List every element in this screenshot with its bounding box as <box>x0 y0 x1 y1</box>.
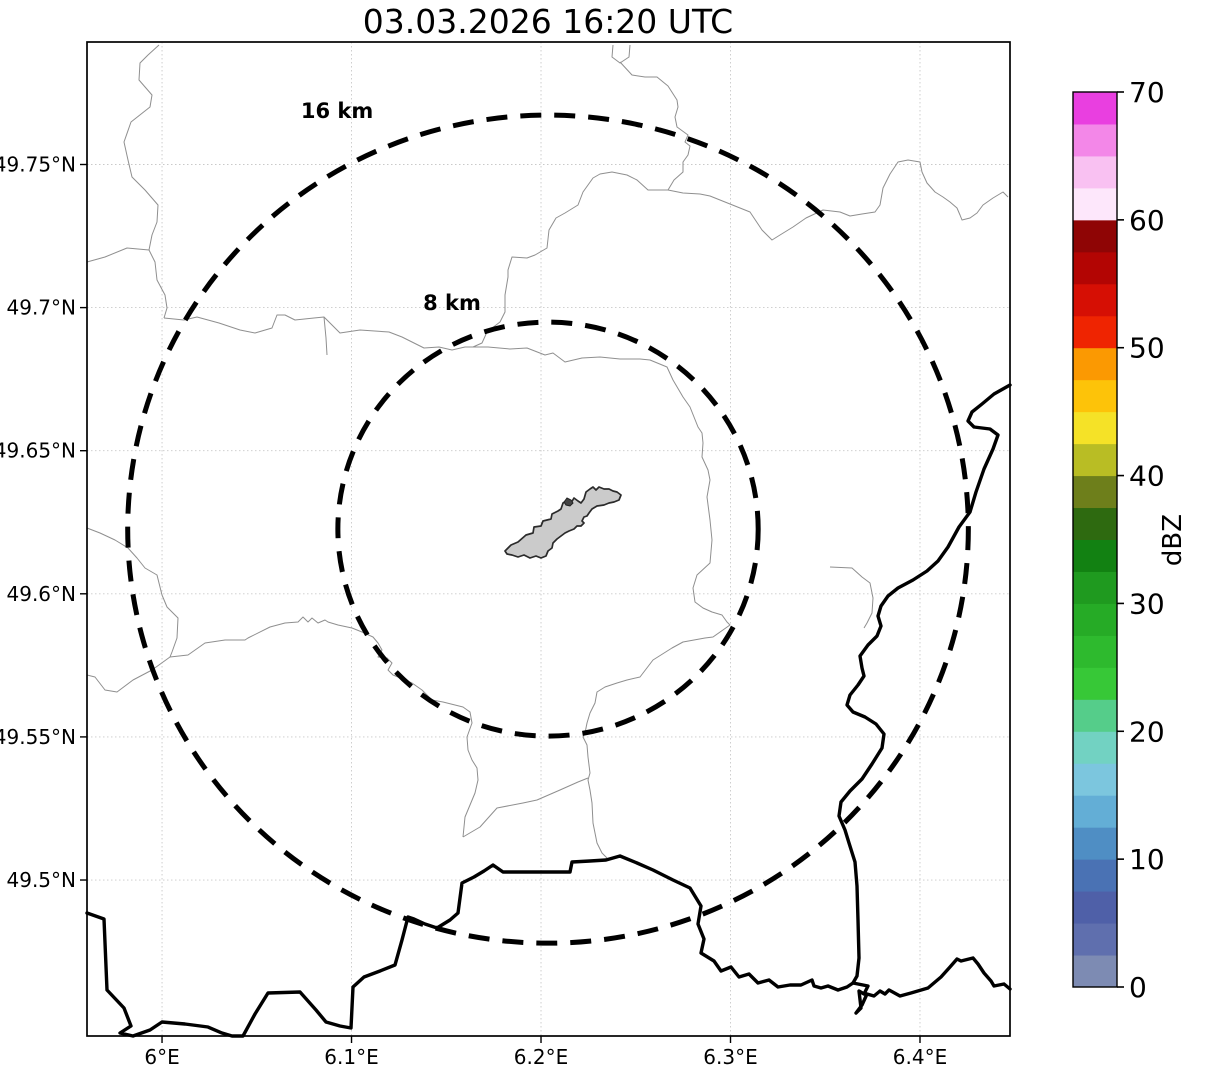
map-gridlines <box>87 42 1010 1036</box>
colorbar-segment <box>1073 891 1117 924</box>
x-tick-label: 6°E <box>144 1045 179 1069</box>
admin-boundary-line <box>462 777 589 838</box>
range-rings: 16 km 8 km <box>125 99 971 946</box>
x-tick-label: 6.2°E <box>514 1045 568 1069</box>
colorbar-segment <box>1073 699 1117 732</box>
colorbar-segment <box>1073 123 1117 157</box>
admin-boundary-line <box>86 527 479 838</box>
colorbar-segment <box>1073 315 1117 349</box>
colorbar-segment <box>1073 283 1117 317</box>
country-border-line <box>85 854 855 1038</box>
colorbar-segment <box>1073 571 1117 604</box>
y-tick-label: 49.6°N <box>7 582 77 606</box>
colorbar-segment <box>1073 443 1117 477</box>
colorbar-segment <box>1073 763 1117 796</box>
admin-boundary-line <box>123 44 168 319</box>
admin-boundary-line <box>86 247 150 263</box>
y-tick-label: 49.7°N <box>7 296 77 320</box>
map-frame <box>86 41 1011 1037</box>
colorbar-tick-label: 60 <box>1129 204 1165 237</box>
colorbar-segment <box>1073 859 1117 892</box>
colorbar-tick-label: 0 <box>1129 971 1147 1004</box>
y-tick-label: 49.65°N <box>0 439 76 463</box>
colorbar-segment <box>1073 251 1117 285</box>
admin-boundary-line <box>163 314 731 859</box>
range-ring-label: 8 km <box>423 291 481 315</box>
colorbar-segment <box>1073 507 1117 540</box>
colorbar-tick-label: 50 <box>1129 332 1165 365</box>
admin-boundary-line <box>86 656 171 693</box>
colorbar-frame <box>1072 91 1118 988</box>
colorbar-segment <box>1073 827 1117 860</box>
admin-boundaries <box>86 44 1009 859</box>
colorbar-segment <box>1073 475 1117 509</box>
plot-title: 03.03.2026 16:20 UTC <box>363 2 733 41</box>
colorbar-segment <box>1073 795 1117 828</box>
colorbar-segment <box>1073 731 1117 764</box>
colorbar <box>1073 92 1117 988</box>
colorbar-segment <box>1073 155 1117 189</box>
urban-area-inner-spot <box>563 497 574 507</box>
y-tick-label: 49.55°N <box>0 725 76 749</box>
colorbar-tick-label: 40 <box>1129 460 1165 493</box>
urban-area-shape <box>504 486 622 559</box>
colorbar-segment <box>1073 923 1117 956</box>
colorbar-segment <box>1073 955 1117 988</box>
range-ring <box>125 112 971 946</box>
x-tick-label: 6.3°E <box>703 1045 757 1069</box>
axis-tick-labels: 6°E 6.1°E 6.2°E 6.3°E 6.4°E 49.75°N 49.7°N 49.6… <box>0 152 947 1069</box>
y-tick-label: 49.75°N <box>0 152 76 176</box>
colorbar-segment <box>1073 667 1117 700</box>
x-tick-label: 6.4°E <box>893 1045 947 1069</box>
colorbar-tick-label: 20 <box>1129 715 1165 748</box>
colorbar-segment <box>1073 187 1117 221</box>
colorbar-segment <box>1073 539 1117 572</box>
colorbar-tick-label: 10 <box>1129 843 1165 876</box>
range-ring-label: 16 km <box>301 99 373 123</box>
axis-ticks <box>80 163 921 1043</box>
country-borders <box>85 383 1012 1038</box>
admin-boundary-line <box>829 566 874 629</box>
colorbar-tick-label: 70 <box>1129 76 1165 109</box>
colorbar-segment <box>1073 379 1117 413</box>
colorbar-segment <box>1073 347 1117 381</box>
range-ring <box>335 319 761 739</box>
urban-area <box>504 486 622 559</box>
admin-boundary-line <box>472 61 691 348</box>
admin-boundary-line <box>323 316 328 356</box>
colorbar-segment <box>1073 411 1117 445</box>
colorbar-segment <box>1073 219 1117 253</box>
colorbar-tick-label: 30 <box>1129 587 1165 620</box>
admin-boundary-line <box>611 44 631 64</box>
colorbar-segment <box>1073 635 1117 668</box>
country-border-line <box>837 383 1012 1015</box>
colorbar-ticks: 0 10 20 30 40 50 60 70 <box>1117 76 1165 1004</box>
x-tick-label: 6.1°E <box>324 1045 378 1069</box>
y-tick-label: 49.5°N <box>7 868 77 892</box>
admin-boundary-line <box>667 159 1009 241</box>
colorbar-segment <box>1073 92 1117 125</box>
colorbar-axis-label: dBZ <box>1158 514 1188 566</box>
colorbar-segment <box>1073 603 1117 636</box>
